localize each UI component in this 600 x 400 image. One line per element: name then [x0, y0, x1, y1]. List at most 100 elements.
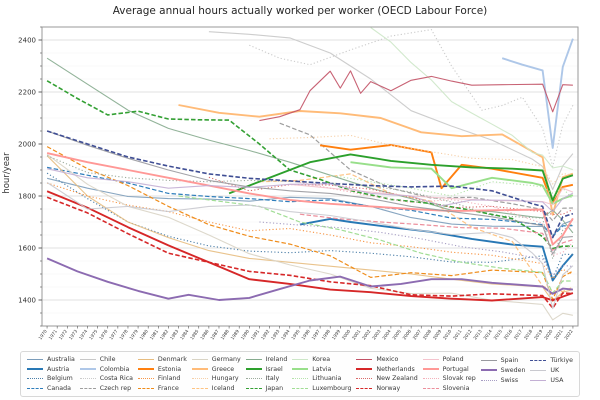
- x-tick-label: 1997: [311, 328, 322, 341]
- legend-label-slovak-rep: Slovak rep: [442, 375, 476, 383]
- series-line-denmark: [46, 155, 574, 302]
- x-tick-label: 1977: [108, 328, 119, 341]
- legend-line-sample-turkiye: [530, 359, 547, 361]
- series-lines: [46, 27, 574, 321]
- x-tick-label: 1985: [189, 328, 200, 341]
- legend-item-estonia: Estonia: [137, 365, 187, 375]
- series-line-lithuania: [330, 174, 574, 200]
- legend-line-sample-colombia: [79, 368, 96, 371]
- x-tick-label: 1978: [118, 328, 129, 341]
- legend-column: Chile Colombia Costa Rica Czech rep: [79, 355, 134, 393]
- x-tick-label: 2006: [402, 328, 413, 341]
- series-line-slovak-rep: [289, 179, 574, 256]
- legend-label-estonia: Estonia: [157, 365, 182, 373]
- series-line-estonia: [319, 144, 574, 205]
- series-line-korea: [370, 27, 574, 171]
- legend-item-norway: Norway: [356, 384, 417, 394]
- legend-line-sample-luxembourg: [292, 387, 309, 389]
- x-tick-label: 2019: [533, 328, 544, 341]
- series-line-usa: [46, 168, 574, 213]
- legend-label-czech-rep: Czech rep: [99, 384, 132, 392]
- y-gridlines-major: [42, 39, 578, 301]
- series-line-germany: [46, 153, 574, 321]
- legend-label-mexico: Mexico: [376, 356, 399, 364]
- legend-line-sample-slovenia: [422, 387, 439, 389]
- legend-item-chile: Chile: [79, 355, 133, 365]
- legend-label-norway: Norway: [376, 384, 401, 392]
- legend-line-sample-latvia: [292, 368, 309, 371]
- x-tick-label: 1980: [139, 328, 150, 341]
- legend-line-sample-swiss: [480, 379, 497, 381]
- legend-label-ireland: Ireland: [265, 356, 288, 364]
- legend-item-germany: Germany: [191, 355, 241, 365]
- x-tick-label: 1989: [230, 328, 241, 341]
- legend-column: Australia Austria Belgium Canada: [27, 355, 75, 393]
- x-tick-label: 1971: [48, 328, 59, 341]
- x-tick-label: 2007: [412, 328, 423, 341]
- legend-item-australia: Australia: [27, 355, 75, 365]
- x-axis-ticks: 1970 1971 1972 1973 1974 1975 1976 1977 1978 1979…: [38, 326, 575, 341]
- legend-label-denmark: Denmark: [157, 356, 187, 364]
- legend-line-sample-new-zealand: [356, 378, 373, 380]
- legend-line-sample-korea: [292, 359, 309, 361]
- legend-item-israel: Israel: [245, 365, 288, 375]
- legend-line-sample-mexico: [356, 359, 373, 361]
- series-line-netherlands: [46, 190, 574, 302]
- series-line-uk: [46, 182, 574, 310]
- legend-label-costa-rica: Costa Rica: [99, 375, 134, 383]
- legend-label-greece: Greece: [211, 365, 235, 373]
- legend-item-japan: Japan: [245, 384, 288, 394]
- y-tick-label: 2400: [18, 36, 36, 44]
- legend-line-sample-norway: [356, 387, 373, 389]
- x-tick-label: 2009: [432, 328, 443, 341]
- legend-label-spain: Spain: [500, 356, 519, 364]
- series-line-japan: [46, 80, 573, 250]
- series-line-belgium: [46, 172, 573, 280]
- legend-item-lithuania: Lithuania: [292, 374, 351, 384]
- legend-column: Spain Sweden Swiss: [480, 355, 526, 393]
- legend-label-sweden: Sweden: [500, 366, 526, 374]
- legend-label-austria: Austria: [47, 365, 70, 373]
- x-tick-label: 1974: [78, 328, 89, 341]
- x-tick-label: 2015: [493, 328, 504, 341]
- series-line-italy: [46, 155, 574, 260]
- series-line-chile: [208, 31, 574, 191]
- legend-label-poland: Poland: [442, 356, 464, 364]
- legend-line-sample-japan: [245, 387, 262, 389]
- legend-line-sample-iceland: [191, 387, 208, 389]
- legend-label-australia: Australia: [47, 356, 75, 364]
- legend-label-hungary: Hungary: [211, 375, 239, 383]
- legend-label-korea: Korea: [312, 356, 331, 364]
- legend-label-colombia: Colombia: [99, 365, 130, 373]
- legend-item-netherlands: Netherlands: [356, 365, 417, 375]
- legend-line-sample-spain: [480, 359, 497, 361]
- legend-label-chile: Chile: [99, 356, 116, 364]
- legend-line-sample-greece: [191, 368, 208, 371]
- x-tick-label: 2008: [422, 328, 433, 341]
- legend-item-sweden: Sweden: [480, 365, 526, 375]
- y-tick-label: 1400: [18, 296, 36, 304]
- legend-item-portugal: Portugal: [422, 365, 476, 375]
- legend-label-turkiye: Türkiye: [550, 356, 573, 364]
- series-line-costa-rica: [249, 29, 574, 168]
- legend-item-luxembourg: Luxembourg: [292, 384, 351, 394]
- legend-item-greece: Greece: [191, 365, 241, 375]
- legend-item-turkiye: Türkiye: [530, 355, 573, 365]
- legend-label-finland: Finland: [157, 375, 181, 383]
- legend-item-uk: UK: [530, 365, 573, 375]
- x-tick-label: 1976: [98, 328, 109, 341]
- legend-label-new-zealand: New Zealand: [376, 375, 418, 383]
- legend-label-latvia: Latvia: [312, 365, 332, 373]
- series-line-canada: [46, 166, 573, 238]
- series-line-greece: [178, 104, 574, 216]
- x-tick-label: 2003: [371, 328, 382, 341]
- legend-line-sample-chile: [79, 359, 96, 361]
- x-tick-label: 1986: [199, 328, 210, 341]
- x-tick-label: 1999: [331, 328, 342, 341]
- legend-line-sample-belgium: [27, 378, 43, 380]
- series-line-spain: [46, 130, 573, 255]
- legend-item-slovenia: Slovenia: [422, 384, 476, 394]
- x-tick-label: 1991: [250, 328, 261, 341]
- legend-line-sample-australia: [27, 359, 43, 361]
- legend-line-sample-israel: [245, 368, 262, 371]
